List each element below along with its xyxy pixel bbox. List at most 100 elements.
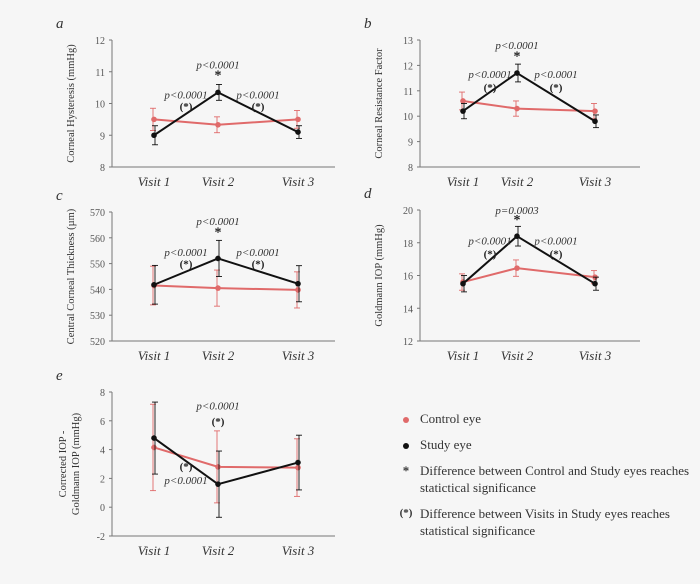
panel-b-annotation: (*)	[550, 82, 563, 94]
legend-item-control: Control eye	[398, 410, 698, 427]
panel-e-annotation: (*)	[180, 461, 193, 473]
panel-b-study-point	[514, 70, 520, 76]
panel-e-study-point	[295, 459, 301, 466]
panel-b-ytick-label: 13	[403, 36, 413, 47]
panel-b-study-point	[460, 108, 466, 114]
panel-b-letter: b	[364, 16, 372, 32]
panel-b-study-point	[592, 118, 598, 125]
panel-d-ytick-label: 16	[403, 272, 413, 283]
panel-d-xtick-label: Visit 3	[579, 348, 612, 363]
panel-e-control-point	[295, 464, 301, 471]
legend-label-significance-between-eyes: Difference between Control and Study eye…	[420, 463, 690, 495]
panel-b-ytick-label: 10	[403, 112, 413, 123]
panel-e-xtick-label: Visit 1	[138, 543, 171, 558]
panel-d-control-point	[514, 265, 520, 271]
panel-c-annotation: p<0.0001	[195, 216, 239, 228]
panel-b-control-point	[514, 105, 520, 112]
legend-label-significance-between-visits: Difference between Visits in Study eyes …	[420, 506, 670, 538]
panel-b-annotation: p<0.0001	[494, 40, 538, 52]
panel-b-ylabel: Corneal Resistance Factor	[374, 48, 385, 159]
panel-c-xtick-label: Visit 1	[138, 348, 171, 363]
panel-e-ytick-label: -2	[97, 532, 105, 543]
panel-e-ytick-label: 6	[100, 417, 105, 428]
panel-a-xtick-label: Visit 1	[138, 174, 171, 189]
panel-e-ylabel: Corrected IOP - Goldmann IOP (mmHg)	[58, 412, 82, 515]
panel-a-control-point	[215, 121, 221, 128]
panel-b-xtick-label: Visit 3	[579, 174, 612, 189]
panel-a-study-point	[151, 132, 157, 139]
panel-a-annotation: (*)	[180, 101, 193, 113]
legend-label-control: Control eye	[420, 411, 482, 426]
panel-e-annotation: (*)	[212, 416, 225, 428]
panel-b-annotation: p<0.0001	[533, 69, 577, 81]
panel-d-ytick-label: 14	[403, 304, 413, 315]
panel-c-study-point	[215, 255, 221, 262]
panel-d-control-line	[462, 267, 596, 284]
panel-e-annotation: p<0.0001	[163, 475, 207, 487]
panel-d-study-point	[514, 233, 520, 239]
panel-a-ytick-label: 9	[100, 131, 105, 142]
legend-label-study: Study eye	[420, 437, 472, 452]
panel-a-ytick-label: 12	[95, 36, 105, 47]
panel-a-annotation: (*)	[252, 101, 265, 113]
panel-b-control-point	[460, 98, 466, 104]
panel-b-ytick-label: 8	[408, 163, 413, 174]
panel-c-ytick-label: 550	[90, 260, 105, 271]
panel-c-xtick-label: Visit 2	[202, 348, 235, 363]
panel-e-xtick-label: Visit 2	[202, 543, 235, 558]
panel-b-annotation: p<0.0001	[467, 69, 511, 81]
study-dot-icon	[398, 436, 414, 453]
panel-c-study-point	[151, 281, 157, 288]
panel-c-letter: c	[56, 188, 63, 204]
panel-c-annotation: (*)	[252, 258, 265, 270]
panel-d-ytick-label: 20	[403, 206, 413, 217]
asterisk-icon: *	[402, 463, 410, 478]
panel-d-study-point	[592, 280, 598, 287]
panel-d-xtick-label: Visit 2	[501, 348, 534, 363]
panel-a-control-point	[151, 116, 157, 123]
panel-a-ytick-label: 8	[100, 163, 105, 174]
panel-e-annotation: p<0.0001	[195, 400, 239, 412]
panel-b-xtick-label: Visit 2	[501, 174, 534, 189]
panel-d-letter: d	[364, 186, 372, 202]
panel-a-annotation: p<0.0001	[195, 60, 239, 72]
panel-d-annotation: (*)	[550, 248, 563, 260]
panel-c-ytick-label: 570	[90, 208, 105, 219]
panel-e-letter: e	[56, 368, 63, 384]
panel-c-annotation: (*)	[180, 258, 193, 270]
panel-c-control-line	[153, 284, 299, 291]
panel-a-ylabel: Corneal Hysteresis (mmHg)	[66, 44, 77, 163]
panel-d-annotation: *	[514, 213, 521, 228]
panel-a-ytick-label: 11	[95, 68, 105, 79]
panel-c-study-point	[295, 280, 301, 287]
legend: Control eye Study eye * Difference betwe…	[398, 410, 698, 548]
panel-a-study-point	[215, 89, 221, 96]
legend-item-significance-between-eyes: * Difference between Control and Study e…	[398, 462, 698, 496]
panel-e-control-line	[153, 446, 299, 469]
panel-e-study-point	[215, 481, 221, 487]
parenthesized-asterisk-icon: (*)	[399, 507, 413, 519]
panel-c-control-point	[215, 285, 221, 291]
panel-a-annotation: p<0.0001	[235, 90, 279, 102]
panel-a-annotation: *	[215, 69, 222, 84]
panel-c-ytick-label: 540	[90, 285, 105, 296]
panel-c-control-point	[295, 287, 301, 293]
panel-c-ytick-label: 560	[90, 234, 105, 245]
panel-d-annotation: p<0.0001	[467, 235, 511, 247]
panel-d-annotation: (*)	[484, 248, 497, 260]
panel-a-xtick-label: Visit 2	[202, 174, 235, 189]
panel-c-ytick-label: 530	[90, 311, 105, 322]
panel-e-ytick-label: 4	[100, 446, 105, 457]
panel-c-xtick-label: Visit 3	[282, 348, 315, 363]
panel-a-annotation: p<0.0001	[163, 90, 207, 102]
panel-d-annotation: p=0.0003	[494, 205, 539, 217]
panel-e-ytick-label: 2	[100, 474, 105, 485]
panel-b-ytick-label: 11	[403, 87, 413, 98]
panel-d-xtick-label: Visit 1	[447, 348, 480, 363]
panel-d-ytick-label: 12	[403, 337, 413, 348]
panel-a-ytick-label: 10	[95, 100, 105, 111]
panel-c-annotation: p<0.0001	[163, 247, 207, 259]
panel-b-annotation: *	[514, 49, 521, 64]
control-dot-icon	[398, 410, 414, 427]
